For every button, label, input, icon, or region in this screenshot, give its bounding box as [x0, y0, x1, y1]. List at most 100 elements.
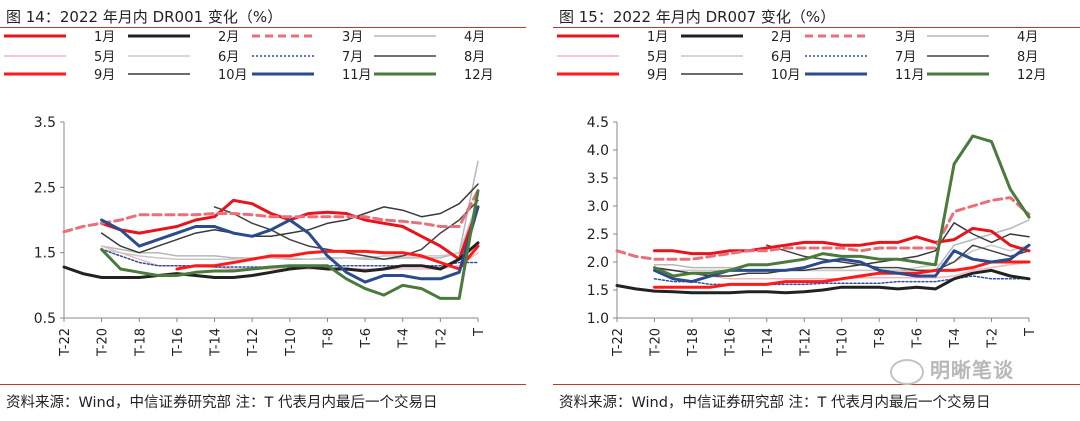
series-line-2月	[615, 268, 1031, 295]
y-tick-label: 2.0	[587, 255, 609, 271]
series-line-3月	[62, 189, 480, 234]
legend-item: 11月	[805, 68, 925, 83]
y-tick-label: 1.5	[34, 246, 56, 262]
x-tick-label: T-6	[359, 328, 374, 349]
series-line-10月	[653, 222, 1030, 277]
chart-title: 图 14：2022 年月内 DR001 变化（%）	[6, 8, 283, 26]
series-line-11月	[653, 243, 1031, 284]
legend-label: 7月	[342, 50, 363, 65]
legend-item: 7月	[252, 50, 363, 65]
y-tick-label: 3.5	[587, 171, 609, 187]
legend-label: 1月	[94, 30, 115, 45]
series-line-2月	[62, 241, 480, 279]
legend-label: 10月	[771, 68, 801, 83]
legend-item: 4月	[374, 30, 485, 45]
legend-item: 10月	[128, 68, 248, 83]
legend-label: 1月	[647, 30, 668, 45]
title-rule	[0, 27, 526, 28]
legend-label: 6月	[771, 50, 792, 65]
x-tick-label: T-22	[58, 328, 73, 357]
legend-label: 4月	[464, 30, 485, 45]
x-tick-label: T-14	[209, 328, 224, 357]
x-tick-label: T-6	[911, 328, 926, 349]
legend-label: 10月	[218, 68, 248, 83]
title-rule	[553, 27, 1080, 28]
legend-label: 3月	[342, 30, 363, 45]
legend-label: 12月	[1017, 68, 1047, 83]
line-chart-dr001: 1月 2月 3月 4月 5月 6月 7月 8月 9月 10月 11月 12月 0.5 1.5 2.5 3.5 T…	[4, 30, 494, 357]
legend-label: 7月	[895, 50, 916, 65]
series-line-6月	[653, 244, 1030, 272]
y-tick-label: 4.0	[587, 143, 609, 159]
series-line-3月	[615, 196, 1031, 261]
legend-item: 5月	[4, 50, 115, 65]
legend-label: 11月	[342, 68, 372, 83]
x-tick-label: T-18	[686, 328, 701, 357]
legend-label: 3月	[895, 30, 916, 45]
footer-rule	[0, 384, 526, 385]
legend-label: 4月	[1017, 30, 1038, 45]
series-line-10月	[100, 183, 479, 254]
wechat-icon	[890, 358, 924, 385]
x-tick-label: T-12	[246, 328, 261, 357]
x-tick-label: T-14	[761, 328, 776, 357]
series-line-9月	[653, 260, 1031, 289]
x-tick-label: T-20	[96, 328, 111, 357]
legend-label: 6月	[218, 50, 239, 65]
source-note: 资料来源：Wind，中信证券研究部 注：T 代表月内最后一个交易日	[6, 395, 438, 411]
y-tick-label: 1.5	[587, 283, 609, 299]
series-line-7月	[653, 275, 1030, 286]
legend-item: 5月	[557, 50, 668, 65]
series-line-12月	[653, 134, 1031, 278]
legend-label: 8月	[464, 50, 485, 65]
chart-panel-dr001: 图 14：2022 年月内 DR001 变化（%） 1月 2月 3月 4月 5月 6月 7月…	[0, 0, 526, 421]
watermark-text: 明晰笔谈	[930, 358, 1014, 382]
legend-item: 9月	[4, 68, 115, 83]
legend-item: 10月	[681, 68, 801, 83]
legend-item: 7月	[805, 50, 916, 65]
legend-item: 11月	[252, 68, 372, 83]
x-tick-label: T-4	[397, 328, 412, 349]
watermark: 明晰笔谈	[890, 354, 1014, 385]
y-tick-label: 0.5	[34, 311, 56, 327]
series-line-4月	[100, 160, 479, 260]
x-tick-label: T-22	[611, 328, 626, 357]
x-tick-label: T-4	[948, 328, 963, 349]
legend-item: 2月	[128, 30, 239, 45]
legend-item: 6月	[128, 50, 239, 65]
x-tick-label: T-10	[836, 328, 851, 357]
chart-title: 图 15：2022 年月内 DR007 变化（%）	[559, 8, 836, 26]
legend-label: 5月	[647, 50, 668, 65]
x-tick-label: T-2	[434, 328, 449, 349]
x-tick-label: T-12	[798, 328, 813, 357]
y-tick-label: 2.5	[34, 180, 56, 196]
x-tick-label: T-8	[321, 328, 336, 349]
footer-rule	[553, 384, 1080, 385]
x-tick-label: T-20	[648, 328, 663, 357]
legend-label: 9月	[647, 68, 668, 83]
chart-panel-dr007: 图 15：2022 年月内 DR007 变化（%） 1月 2月 3月 4月 5月 6月 7月…	[553, 0, 1080, 421]
x-tick-label: T	[1023, 328, 1038, 337]
y-tick-label: 4.5	[587, 115, 609, 131]
y-tick-label: 3.5	[34, 115, 56, 131]
legend-label: 11月	[895, 68, 925, 83]
series-line-1月	[100, 198, 480, 261]
legend-item: 9月	[557, 68, 668, 83]
legend-label: 2月	[218, 30, 239, 45]
legend-label: 8月	[1017, 50, 1038, 65]
legend-label: 12月	[464, 68, 494, 83]
x-tick-label: T-18	[133, 328, 148, 357]
legend-item: 1月	[557, 30, 668, 45]
series-line-1月	[653, 226, 1031, 256]
x-tick-label: T-16	[171, 328, 186, 357]
legend-item: 12月	[374, 68, 494, 83]
y-tick-label: 2.5	[587, 227, 609, 243]
x-tick-label: T-8	[873, 328, 888, 349]
legend-item: 3月	[252, 30, 363, 45]
y-tick-label: 3.0	[587, 199, 609, 215]
legend-item: 3月	[805, 30, 916, 45]
legend-label: 2月	[771, 30, 792, 45]
legend-item: 12月	[927, 68, 1047, 83]
series-line-11月	[100, 205, 480, 284]
x-tick-label: T-10	[284, 328, 299, 357]
